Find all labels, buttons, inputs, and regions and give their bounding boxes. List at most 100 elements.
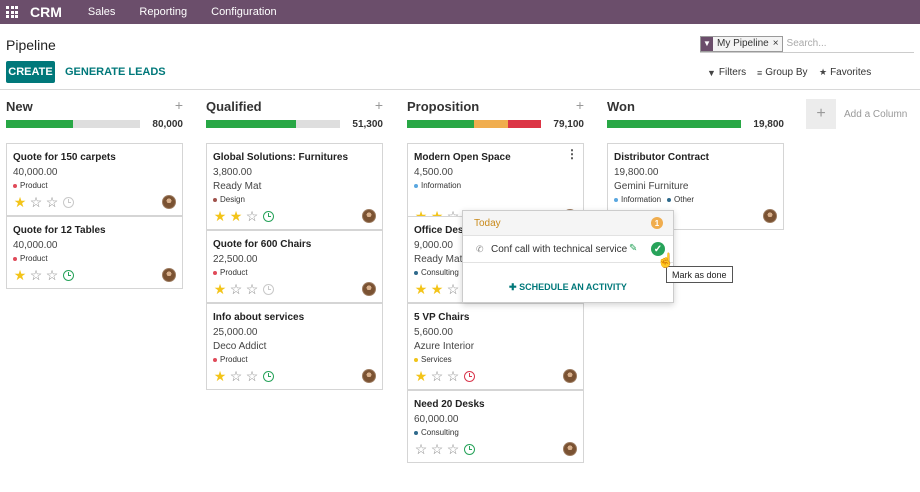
facet-label: My Pipeline — [717, 38, 769, 49]
priority-star-icon[interactable]: ☆ — [446, 441, 460, 457]
avatar[interactable] — [162, 268, 176, 282]
avatar[interactable] — [563, 442, 577, 456]
priority-star-icon[interactable]: ☆ — [29, 267, 43, 283]
priority-star-icon[interactable]: ★ — [13, 194, 27, 210]
search-input[interactable] — [786, 38, 897, 49]
progress-segment[interactable] — [507, 120, 541, 128]
generate-leads-button[interactable]: GENERATE LEADS — [65, 66, 166, 78]
page-title: Pipeline — [6, 37, 56, 53]
priority-star-icon[interactable]: ☆ — [45, 194, 59, 210]
schedule-activity-button[interactable]: ✚ SCHEDULE AN ACTIVITY — [463, 282, 673, 293]
create-button[interactable]: CREATE — [6, 61, 55, 83]
avatar[interactable] — [362, 209, 376, 223]
activity-clock-icon[interactable] — [263, 283, 274, 295]
card-priority: ★ ☆ ☆ — [413, 369, 475, 383]
avatar[interactable] — [563, 369, 577, 383]
avatar[interactable] — [162, 195, 176, 209]
avatar[interactable] — [362, 282, 376, 296]
progress-segment[interactable] — [407, 120, 474, 128]
menu-reporting[interactable]: Reporting — [139, 6, 188, 18]
column-progress-bar[interactable] — [407, 120, 541, 128]
priority-star-icon[interactable]: ☆ — [414, 441, 428, 457]
lead-card[interactable]: 5 VP Chairs 5,600.00 Azure Interior Service… — [407, 303, 584, 390]
card-title: Distributor Contract — [614, 152, 709, 163]
tag: Product — [213, 268, 248, 277]
priority-star-icon[interactable]: ★ — [430, 281, 444, 297]
activity-item[interactable]: ✆ Conf call with technical service ✎ ✓ — [463, 236, 673, 263]
tag: Services — [414, 355, 452, 364]
lead-card[interactable]: Quote for 600 Chairs 22,500.00 Product ★ ☆ ☆ — [206, 230, 383, 303]
check-circle-icon[interactable]: ✓ — [651, 242, 665, 256]
quick-create-plus-icon[interactable]: + — [174, 97, 183, 113]
app-brand[interactable]: CRM — [30, 4, 62, 20]
card-amount: 9,000.00 — [414, 240, 453, 251]
favorites-label: Favorites — [830, 67, 872, 78]
favorites-button[interactable]: ★ Favorites — [819, 67, 871, 78]
card-company: Ready Mat — [414, 254, 463, 265]
tag-dot — [614, 197, 618, 202]
menu-configuration[interactable]: Configuration — [211, 6, 277, 18]
priority-star-icon[interactable]: ★ — [213, 281, 227, 297]
priority-star-icon[interactable]: ☆ — [245, 368, 259, 384]
lead-card[interactable]: Quote for 150 carpets 40,000.00 Product ★ ☆ ☆ — [6, 143, 183, 216]
lead-card[interactable]: Global Solutions: Furnitures 3,800.00 Read… — [206, 143, 383, 230]
priority-star-icon[interactable]: ☆ — [446, 368, 460, 384]
filters-button[interactable]: ▼ Filters — [707, 67, 746, 78]
priority-star-icon[interactable]: ☆ — [430, 368, 444, 384]
apps-grid-icon[interactable] — [0, 0, 24, 24]
pencil-icon[interactable]: ✎ — [629, 243, 638, 254]
plus-icon[interactable]: + — [806, 99, 836, 129]
tag-dot — [414, 357, 418, 362]
list-icon: ≡ — [757, 67, 763, 78]
tag: Consulting — [414, 268, 459, 277]
column-progress-bar[interactable] — [206, 120, 340, 128]
activity-clock-icon[interactable] — [263, 210, 274, 222]
priority-star-icon[interactable]: ☆ — [29, 194, 43, 210]
activity-clock-icon[interactable] — [63, 269, 74, 281]
activity-summary[interactable]: Conf call with technical service — [491, 244, 628, 255]
progress-segment[interactable] — [607, 120, 741, 128]
phone-icon: ✆ — [476, 244, 484, 254]
groupby-button[interactable]: ≡ Group By — [757, 67, 808, 78]
search-bar: ▼ My Pipeline × — [700, 35, 914, 53]
priority-star-icon[interactable]: ☆ — [229, 281, 243, 297]
column-progress-bar[interactable] — [6, 120, 140, 128]
tag-label: Information — [621, 195, 662, 204]
activity-clock-icon[interactable] — [464, 443, 475, 455]
priority-star-icon[interactable]: ☆ — [245, 208, 259, 224]
priority-star-icon[interactable]: ★ — [213, 368, 227, 384]
priority-star-icon[interactable]: ★ — [213, 208, 227, 224]
priority-star-icon[interactable]: ☆ — [245, 281, 259, 297]
card-menu-icon[interactable]: ⋮ — [566, 147, 578, 161]
tag: Information — [614, 195, 661, 204]
progress-segment[interactable] — [6, 120, 73, 128]
quick-create-plus-icon[interactable]: + — [374, 97, 383, 113]
priority-star-icon[interactable]: ☆ — [45, 267, 59, 283]
avatar[interactable] — [763, 209, 777, 223]
card-title: Office Design — [414, 225, 479, 236]
kanban-column: Qualified +51,300 Global Solutions: Furnit… — [206, 91, 383, 491]
priority-star-icon[interactable]: ☆ — [229, 368, 243, 384]
facet-remove-icon[interactable]: × — [772, 38, 779, 49]
menu-sales[interactable]: Sales — [87, 6, 116, 18]
activity-clock-icon[interactable] — [263, 370, 274, 382]
add-column-button[interactable]: + Add a Column — [806, 99, 910, 129]
activity-clock-icon[interactable] — [63, 196, 74, 208]
avatar[interactable] — [362, 369, 376, 383]
column-progress-bar[interactable] — [607, 120, 741, 128]
priority-star-icon[interactable]: ★ — [414, 368, 428, 384]
priority-star-icon[interactable]: ★ — [229, 208, 243, 224]
priority-star-icon[interactable]: ☆ — [446, 281, 460, 297]
lead-card[interactable]: Quote for 12 Tables 40,000.00 Product ★ ☆ ☆ — [6, 216, 183, 289]
activity-clock-icon[interactable] — [464, 370, 475, 382]
card-priority: ★ ☆ ☆ — [12, 268, 74, 282]
progress-segment[interactable] — [206, 120, 296, 128]
priority-star-icon[interactable]: ☆ — [430, 441, 444, 457]
quick-create-plus-icon[interactable]: + — [575, 97, 584, 113]
priority-star-icon[interactable]: ★ — [13, 267, 27, 283]
progress-segment[interactable] — [474, 120, 508, 128]
lead-card[interactable]: Need 20 Desks 60,000.00 Consulting ☆ ☆ ☆ — [407, 390, 584, 463]
priority-star-icon[interactable]: ★ — [414, 281, 428, 297]
schedule-activity-label: SCHEDULE AN ACTIVITY — [519, 282, 627, 292]
lead-card[interactable]: Info about services 25,000.00 Deco Addict P… — [206, 303, 383, 390]
